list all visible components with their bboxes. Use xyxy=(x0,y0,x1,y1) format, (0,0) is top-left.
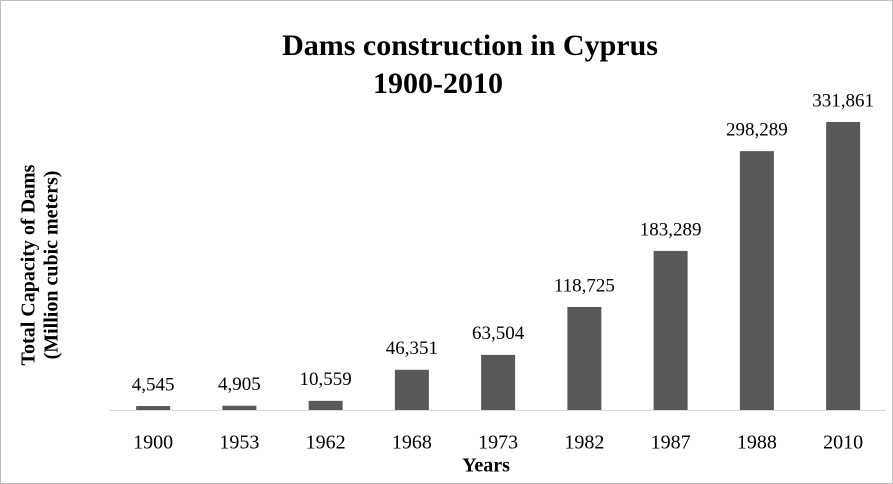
x-tick-label: 1973 xyxy=(478,432,518,454)
x-tick-label: 2010 xyxy=(823,432,863,454)
bar xyxy=(826,122,861,410)
bar xyxy=(136,406,171,410)
data-label: 118,725 xyxy=(554,275,615,296)
x-tick-label: 1988 xyxy=(737,432,777,454)
bar xyxy=(653,250,688,410)
data-label: 10,559 xyxy=(300,369,352,390)
bar xyxy=(567,306,602,410)
x-tick-label: 1982 xyxy=(564,432,604,454)
data-label: 298,289 xyxy=(726,119,788,140)
chart-title: Dams construction in Cyprus xyxy=(282,29,658,62)
x-tick-label: 1900 xyxy=(133,432,173,454)
data-label: 46,351 xyxy=(386,338,438,359)
data-label: 4,545 xyxy=(132,374,175,395)
bar xyxy=(308,400,343,410)
x-axis-label: Years xyxy=(462,455,510,477)
data-label: 183,289 xyxy=(640,219,702,240)
bar xyxy=(394,369,429,410)
data-label: 331,861 xyxy=(812,90,874,111)
x-tick-label: 1987 xyxy=(651,432,691,454)
x-tick-label: 1953 xyxy=(219,432,259,454)
bar xyxy=(222,405,257,410)
y-axis-label: (Million cubic meters) xyxy=(41,171,63,360)
y-axis-label: Total Capacity of Dams xyxy=(18,164,40,365)
bar xyxy=(481,354,516,410)
chart-subtitle: 1900-2010 xyxy=(373,67,503,100)
x-tick-label: 1962 xyxy=(306,432,346,454)
x-tick-label: 1968 xyxy=(392,432,432,454)
data-label: 4,905 xyxy=(218,374,261,395)
data-label: 63,504 xyxy=(472,323,525,344)
bar xyxy=(739,151,774,411)
